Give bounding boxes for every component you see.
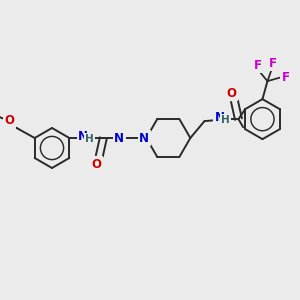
Text: N: N [214, 111, 224, 124]
Text: N: N [139, 131, 149, 145]
Text: F: F [254, 58, 262, 72]
Text: N: N [114, 131, 124, 145]
Text: O: O [5, 115, 15, 128]
Text: O: O [91, 158, 101, 170]
Text: F: F [268, 57, 277, 70]
Text: O: O [226, 87, 236, 100]
Text: H: H [85, 134, 94, 144]
Text: F: F [281, 70, 290, 84]
Text: H: H [221, 115, 230, 125]
Text: N: N [78, 130, 88, 142]
